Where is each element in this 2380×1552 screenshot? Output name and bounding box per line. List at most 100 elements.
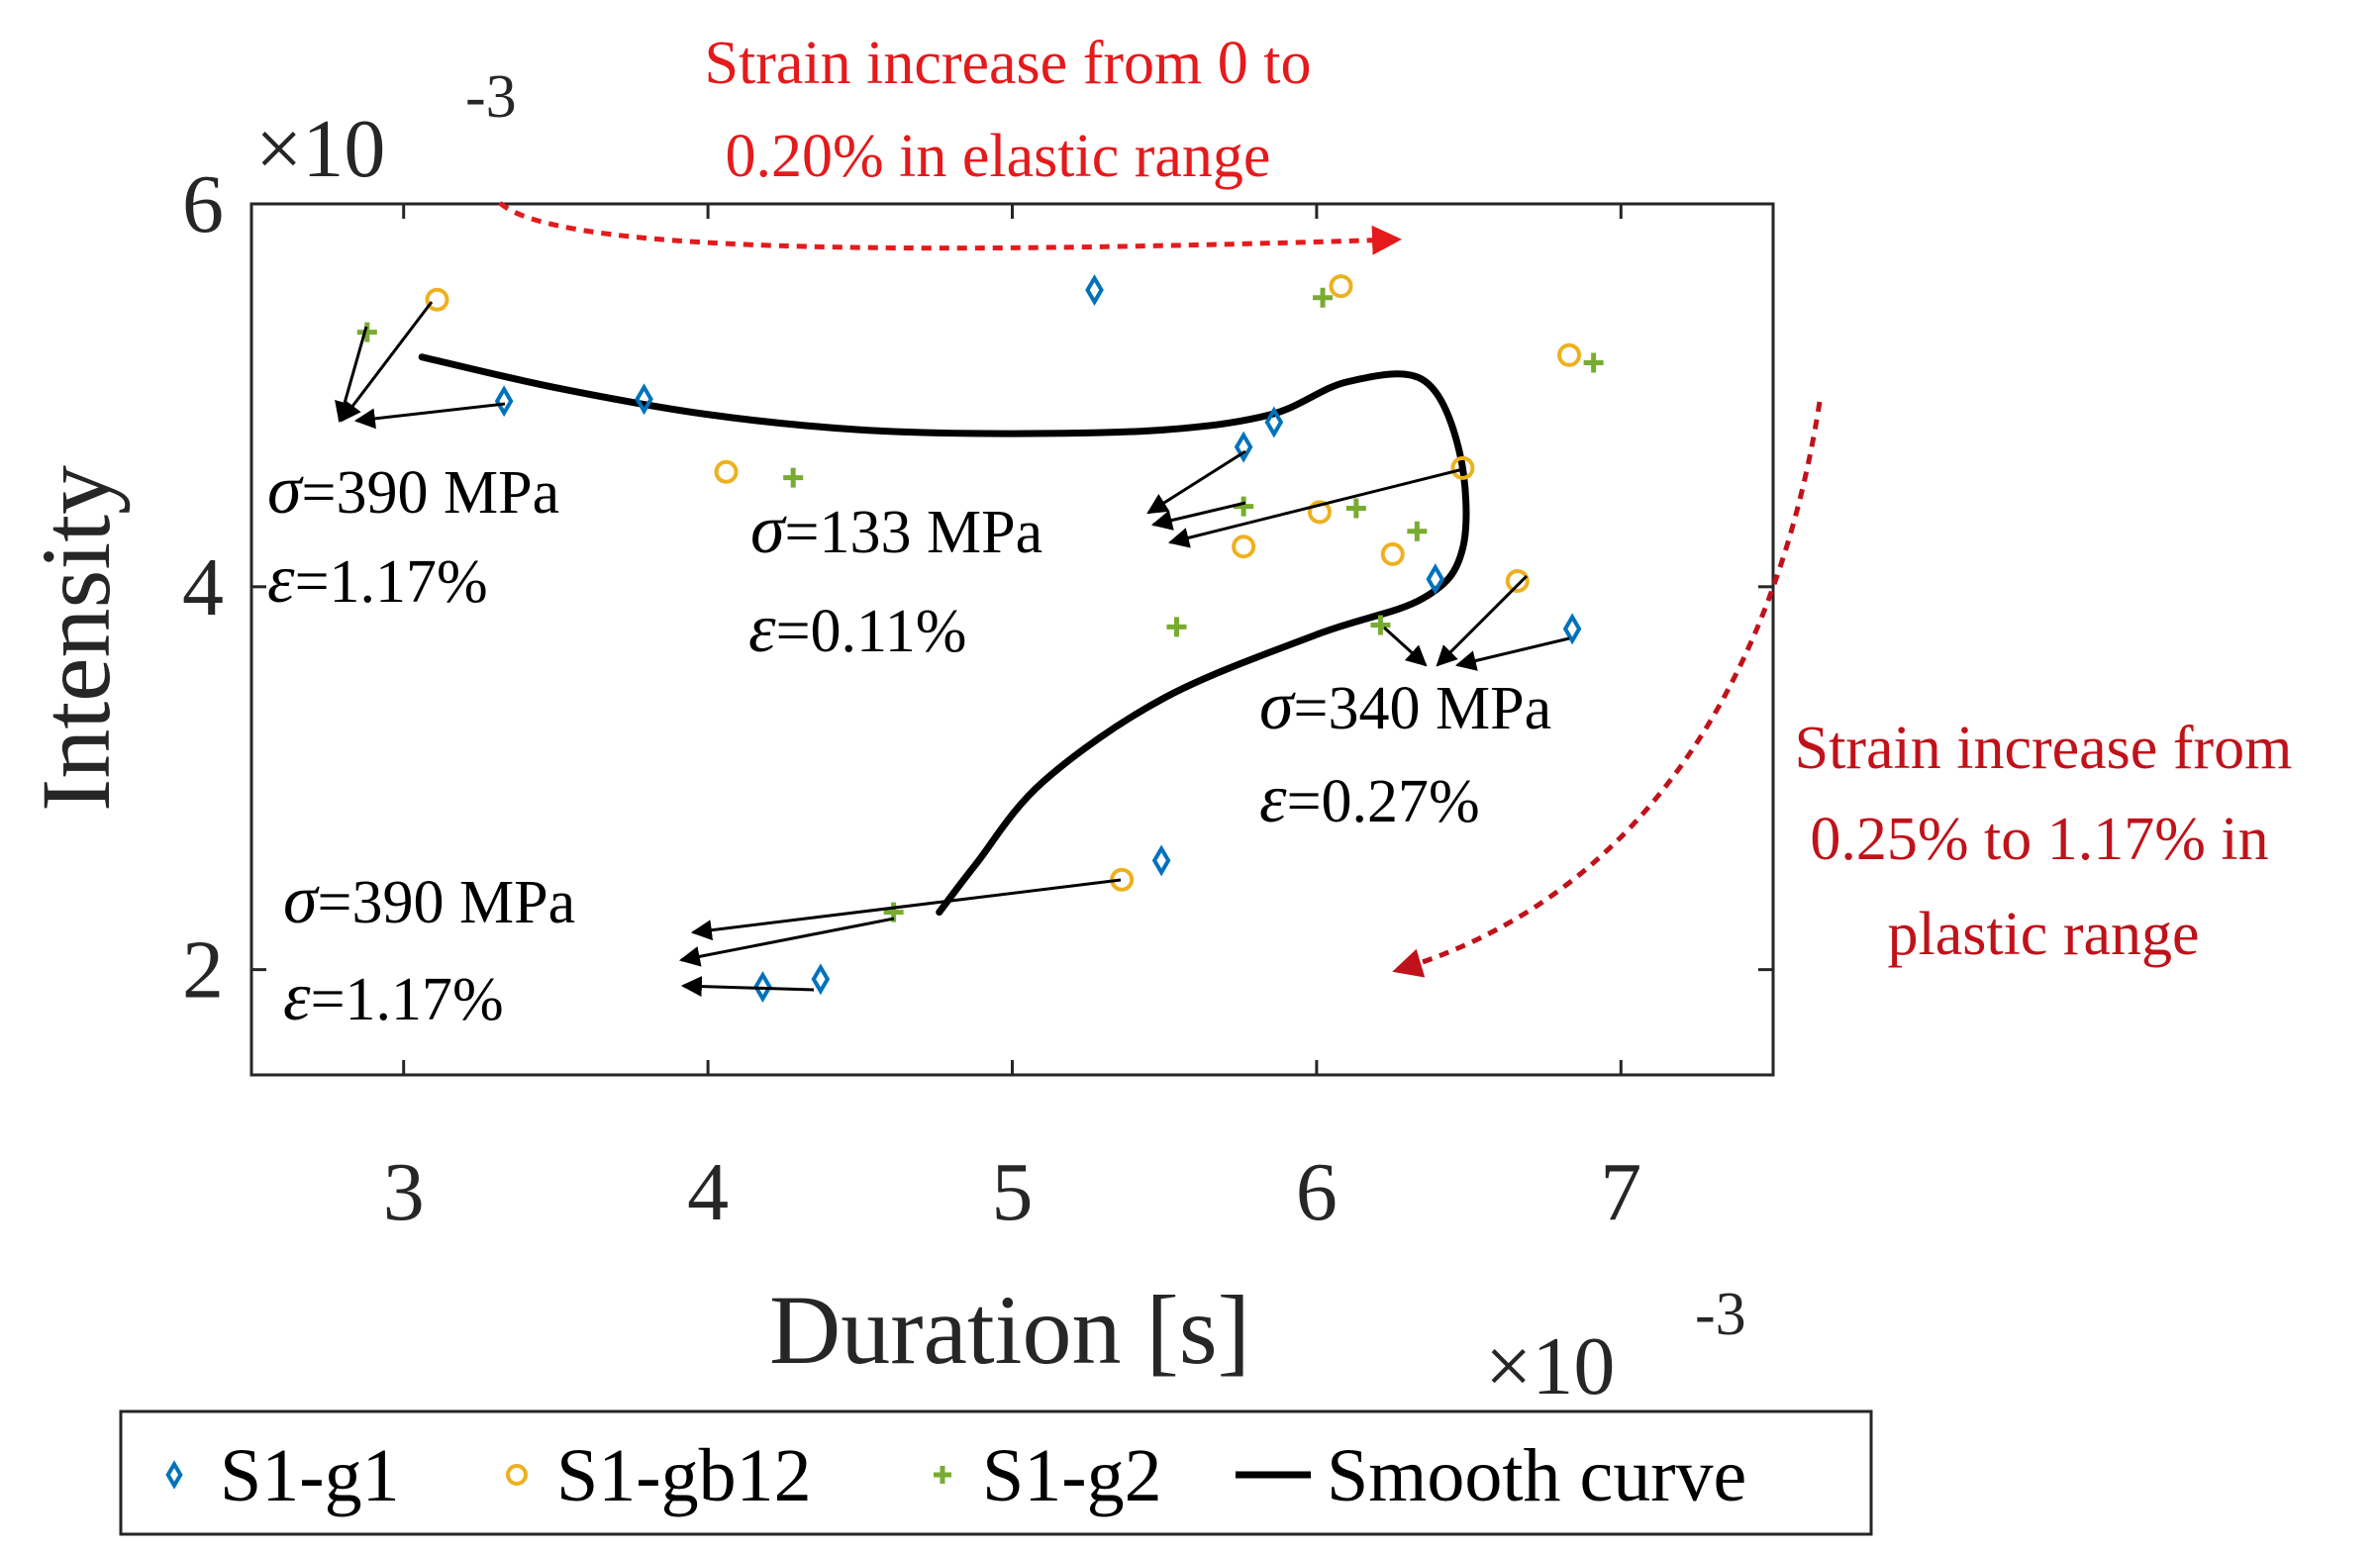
elastic-note-line-2: 0.20% in elastic range — [726, 123, 1271, 190]
elastic-note-line-1: Strain increase from 0 to — [705, 30, 1312, 97]
arrow — [690, 878, 1122, 941]
data-point-circle — [506, 1464, 528, 1486]
plastic-note-line-3: plastic range — [1887, 901, 2199, 968]
data-point-plus — [1234, 496, 1254, 517]
svg-text:ε=0.27%: ε=0.27% — [1259, 761, 1480, 837]
data-point-diamond — [811, 963, 831, 996]
data-point-diamond — [1234, 431, 1253, 463]
legend-box — [119, 1409, 1873, 1536]
sigma-value: =133 MPa — [785, 499, 1043, 566]
y-exponent-base: ×10 — [255, 103, 385, 195]
annotation-1: σ=390 MPa ε=1.17% — [267, 452, 559, 618]
legend-label: S1-g2 — [982, 1434, 1162, 1517]
data-point-diamond — [753, 971, 772, 1003]
y-exponent: ×10 -3 — [255, 63, 517, 195]
arrow — [678, 917, 895, 967]
arrow — [335, 326, 368, 424]
data-point-diamond — [1085, 274, 1104, 307]
annotation-3: σ=340 MPa ε=0.27% — [1259, 668, 1551, 837]
data-point-circle — [1380, 541, 1405, 566]
svg-text:ε=1.17%: ε=1.17% — [283, 959, 504, 1035]
data-point-plus — [356, 322, 377, 342]
data-point-plus — [1313, 287, 1334, 308]
smooth-curve — [418, 353, 1470, 917]
data-point-diamond — [494, 385, 514, 418]
epsilon-symbol: ε — [267, 541, 295, 618]
arrow — [1382, 626, 1428, 667]
legend-label: Smooth curve — [1327, 1434, 1746, 1517]
data-point-circle — [1329, 274, 1353, 299]
epsilon-symbol: ε — [1259, 761, 1287, 837]
data-point-plus — [1370, 615, 1391, 635]
data-point-diamond — [1562, 613, 1582, 645]
x-tick-label: 7 — [1600, 1146, 1641, 1238]
data-point-plus — [783, 467, 804, 488]
data-point-circle — [714, 459, 739, 484]
x-tick-labels: 3 4 5 6 7 — [383, 1146, 1642, 1238]
y-tick-label: 6 — [182, 158, 224, 250]
arrow — [1436, 574, 1529, 667]
x-exponent: ×10 -3 — [1485, 1281, 1746, 1412]
data-point-plus — [1166, 617, 1187, 637]
data-point-plus — [1583, 352, 1604, 373]
sigma-symbol: σ — [283, 862, 320, 938]
legend-entry: Smooth curve — [1236, 1434, 1746, 1517]
sigma-symbol: σ — [1259, 668, 1296, 744]
arrow — [680, 976, 815, 998]
data-point-plus — [934, 1466, 951, 1484]
svg-text:ε=1.17%: ε=1.17% — [267, 541, 488, 618]
sigma-symbol: σ — [267, 452, 304, 529]
epsilon-symbol: ε — [283, 959, 311, 1035]
plastic-note-line-1: Strain increase from — [1795, 715, 2293, 782]
annotation-4: σ=390 MPa ε=1.17% — [283, 862, 575, 1035]
data-point-circle — [425, 287, 449, 312]
legend-label: S1-gb12 — [556, 1434, 812, 1517]
data-point-plus — [1345, 498, 1366, 519]
legend-entry: S1-g1 — [165, 1434, 400, 1517]
x-tick-label: 4 — [687, 1146, 729, 1238]
epsilon-value: =0.11% — [776, 598, 967, 665]
elastic-range-note: Strain increase from 0 to 0.20% in elast… — [498, 30, 1402, 255]
data-point-circle — [1307, 500, 1332, 525]
data-point-diamond — [1426, 563, 1445, 596]
plastic-note-line-2: 0.25% to 1.17% in — [1810, 806, 2268, 873]
data-point-circle — [1557, 342, 1582, 367]
y-exponent-power: -3 — [465, 63, 517, 131]
epsilon-symbol: ε — [748, 591, 776, 667]
tick-marks — [251, 202, 1773, 1075]
legend-label: S1-g1 — [220, 1434, 400, 1517]
data-point-diamond — [1151, 844, 1171, 877]
svg-text:σ=340 MPa: σ=340 MPa — [1259, 668, 1551, 744]
sigma-value: =390 MPa — [318, 869, 576, 936]
y-tick-labels: 2 4 6 — [182, 158, 224, 1017]
svg-text:σ=133 MPa: σ=133 MPa — [750, 492, 1042, 568]
svg-text:σ=390 MPa: σ=390 MPa — [267, 452, 559, 529]
data-point-circle — [1232, 534, 1256, 559]
x-exponent-power: -3 — [1695, 1281, 1746, 1348]
x-axis-label: Duration [s] — [769, 1275, 1250, 1385]
arrow — [353, 402, 506, 430]
data-point-diamond — [1264, 406, 1284, 438]
x-tick-label: 3 — [383, 1146, 425, 1238]
arrow — [340, 301, 434, 423]
annotation-2: σ=133 MPa ε=0.11% — [748, 492, 1042, 667]
data-point-diamond — [635, 383, 653, 416]
data-point-plus — [1407, 521, 1428, 541]
y-tick-label: 4 — [182, 541, 224, 633]
curve-layer — [418, 353, 1470, 917]
epsilon-value: =1.17% — [311, 966, 504, 1033]
x-tick-label: 6 — [1296, 1146, 1338, 1238]
sigma-value: =340 MPa — [1294, 675, 1552, 742]
y-axis-label: Intensity — [21, 465, 131, 812]
data-point-circle — [1450, 455, 1475, 480]
sigma-value: =390 MPa — [302, 459, 560, 527]
x-tick-label: 5 — [992, 1146, 1034, 1238]
legend-entry: S1-g2 — [934, 1434, 1162, 1517]
arrow — [1150, 501, 1246, 531]
sigma-symbol: σ — [750, 492, 787, 568]
plot-area — [249, 202, 1775, 1077]
arrow — [1167, 467, 1464, 548]
svg-text:ε=0.11%: ε=0.11% — [748, 591, 966, 667]
epsilon-value: =1.17% — [295, 548, 488, 616]
